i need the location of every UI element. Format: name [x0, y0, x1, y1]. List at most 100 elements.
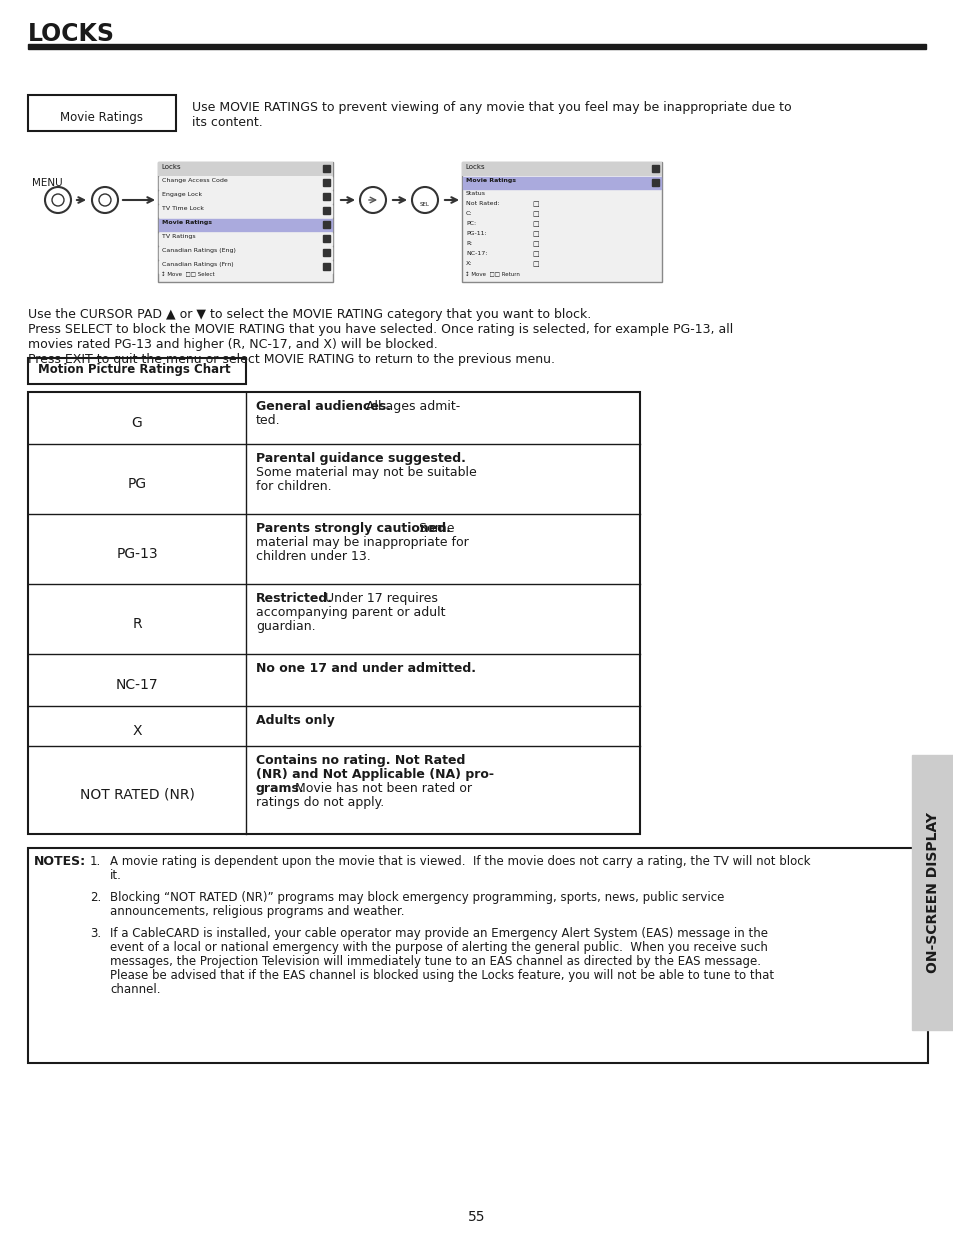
Bar	[159, 261, 332, 273]
Text: NOT RATED (NR): NOT RATED (NR)	[79, 788, 194, 802]
Text: TV Ratings: TV Ratings	[162, 233, 195, 240]
Text: □: □	[532, 221, 538, 227]
Text: X: X	[132, 724, 142, 739]
Bar	[911, 755, 953, 1030]
Bar	[158, 162, 333, 282]
Text: ON-SCREEN DISPLAY: ON-SCREEN DISPLAY	[925, 811, 939, 973]
Bar	[323, 263, 330, 270]
Circle shape	[412, 186, 437, 212]
Bar	[28, 848, 927, 1063]
Bar	[651, 165, 659, 172]
Bar	[159, 205, 332, 217]
Text: it.: it.	[110, 869, 122, 882]
Bar	[461, 162, 661, 282]
Bar	[323, 207, 330, 214]
Text: Some: Some	[415, 522, 455, 535]
Text: Parents strongly cautioned.: Parents strongly cautioned.	[255, 522, 451, 535]
Bar	[323, 165, 330, 172]
Text: for children.: for children.	[255, 480, 332, 493]
Text: 3.: 3.	[90, 927, 101, 940]
Text: channel.: channel.	[110, 983, 160, 995]
Text: PG: PG	[128, 477, 147, 492]
Text: ↕ Move  □□ Return: ↕ Move □□ Return	[464, 272, 519, 277]
Bar	[28, 95, 175, 131]
Bar	[323, 193, 330, 200]
Bar	[159, 177, 332, 189]
Text: LOCKS: LOCKS	[28, 22, 115, 46]
Bar	[323, 221, 330, 228]
Text: accompanying parent or adult: accompanying parent or adult	[255, 606, 445, 619]
Text: Locks: Locks	[161, 164, 180, 170]
Bar	[28, 391, 639, 834]
Text: PG-13: PG-13	[116, 547, 157, 561]
Bar	[651, 179, 659, 186]
Text: NOTES:: NOTES:	[34, 855, 86, 868]
Text: Movie Ratings: Movie Ratings	[465, 178, 516, 183]
Text: Use MOVIE RATINGS to prevent viewing of any movie that you feel may be inappropr: Use MOVIE RATINGS to prevent viewing of …	[192, 101, 791, 114]
Text: 2.: 2.	[90, 890, 101, 904]
Text: PC:: PC:	[465, 221, 476, 226]
Text: A movie rating is dependent upon the movie that is viewed.  If the movie does no: A movie rating is dependent upon the mov…	[110, 855, 810, 868]
Text: material may be inappropriate for: material may be inappropriate for	[255, 536, 468, 550]
Text: R: R	[132, 618, 142, 631]
Text: Movie has not been rated or: Movie has not been rated or	[291, 782, 472, 795]
Text: □: □	[532, 251, 538, 257]
Text: □: □	[532, 211, 538, 217]
Text: PG-11:: PG-11:	[465, 231, 486, 236]
Text: No one 17 and under admitted.: No one 17 and under admitted.	[255, 662, 476, 676]
Bar	[323, 179, 330, 186]
Text: Engage Lock: Engage Lock	[162, 191, 202, 198]
Text: □: □	[532, 231, 538, 237]
Bar	[159, 219, 332, 231]
Bar	[462, 177, 660, 189]
Text: All ages admit-: All ages admit-	[362, 400, 460, 412]
Text: Press SELECT to block the MOVIE RATING that you have selected. Once rating is se: Press SELECT to block the MOVIE RATING t…	[28, 324, 733, 336]
Text: Movie Ratings: Movie Ratings	[60, 111, 143, 125]
Text: X:: X:	[465, 261, 472, 266]
Text: General audiences.: General audiences.	[255, 400, 391, 412]
Bar	[158, 162, 333, 177]
Text: ratings do not apply.: ratings do not apply.	[255, 797, 384, 809]
Text: ted.: ted.	[255, 414, 280, 427]
Text: □: □	[532, 201, 538, 207]
Bar	[159, 191, 332, 203]
Text: TV Time Lock: TV Time Lock	[162, 206, 204, 211]
Text: Adults only: Adults only	[255, 714, 335, 727]
Text: Some material may not be suitable: Some material may not be suitable	[255, 466, 476, 479]
Text: Not Rated:: Not Rated:	[465, 201, 499, 206]
Text: messages, the Projection Television will immediately tune to an EAS channel as d: messages, the Projection Television will…	[110, 955, 760, 968]
Text: Parental guidance suggested.: Parental guidance suggested.	[255, 452, 465, 466]
Text: Change Access Code: Change Access Code	[162, 178, 228, 183]
Text: grams.: grams.	[255, 782, 304, 795]
Text: Canadian Ratings (Frn): Canadian Ratings (Frn)	[162, 262, 233, 267]
Text: announcements, religious programs and weather.: announcements, religious programs and we…	[110, 905, 404, 918]
Text: 1.: 1.	[90, 855, 101, 868]
Text: □: □	[532, 261, 538, 267]
Text: Press EXIT to quit the menu or select MOVIE RATING to return to the previous men: Press EXIT to quit the menu or select MO…	[28, 353, 555, 366]
Text: ↕ Move  □□ Select: ↕ Move □□ Select	[161, 272, 214, 277]
Text: children under 13.: children under 13.	[255, 550, 371, 563]
Bar	[28, 358, 246, 384]
Text: If a CableCARD is installed, your cable operator may provide an Emergency Alert : If a CableCARD is installed, your cable …	[110, 927, 767, 940]
Text: its content.: its content.	[192, 116, 262, 128]
Text: Use the CURSOR PAD ▲ or ▼ to select the MOVIE RATING category that you want to b: Use the CURSOR PAD ▲ or ▼ to select the …	[28, 308, 591, 321]
Text: Contains no rating. Not Rated: Contains no rating. Not Rated	[255, 755, 465, 767]
Circle shape	[52, 194, 64, 206]
Circle shape	[99, 194, 111, 206]
Bar	[461, 162, 661, 177]
Text: Blocking “NOT RATED (NR)” programs may block emergency programming, sports, news: Blocking “NOT RATED (NR)” programs may b…	[110, 890, 723, 904]
Text: SEL: SEL	[419, 201, 430, 206]
Circle shape	[45, 186, 71, 212]
Text: C:: C:	[465, 211, 472, 216]
Text: MENU: MENU	[32, 178, 63, 188]
Text: Please be advised that if the EAS channel is blocked using the Locks feature, yo: Please be advised that if the EAS channe…	[110, 969, 773, 982]
Text: R:: R:	[465, 241, 472, 246]
Text: event of a local or national emergency with the purpose of alerting the general : event of a local or national emergency w…	[110, 941, 767, 953]
Bar	[159, 233, 332, 245]
Text: NC-17:: NC-17:	[465, 251, 487, 256]
Bar	[323, 235, 330, 242]
Circle shape	[359, 186, 386, 212]
Text: NC-17: NC-17	[115, 678, 158, 692]
Text: Locks: Locks	[464, 164, 484, 170]
Circle shape	[91, 186, 118, 212]
